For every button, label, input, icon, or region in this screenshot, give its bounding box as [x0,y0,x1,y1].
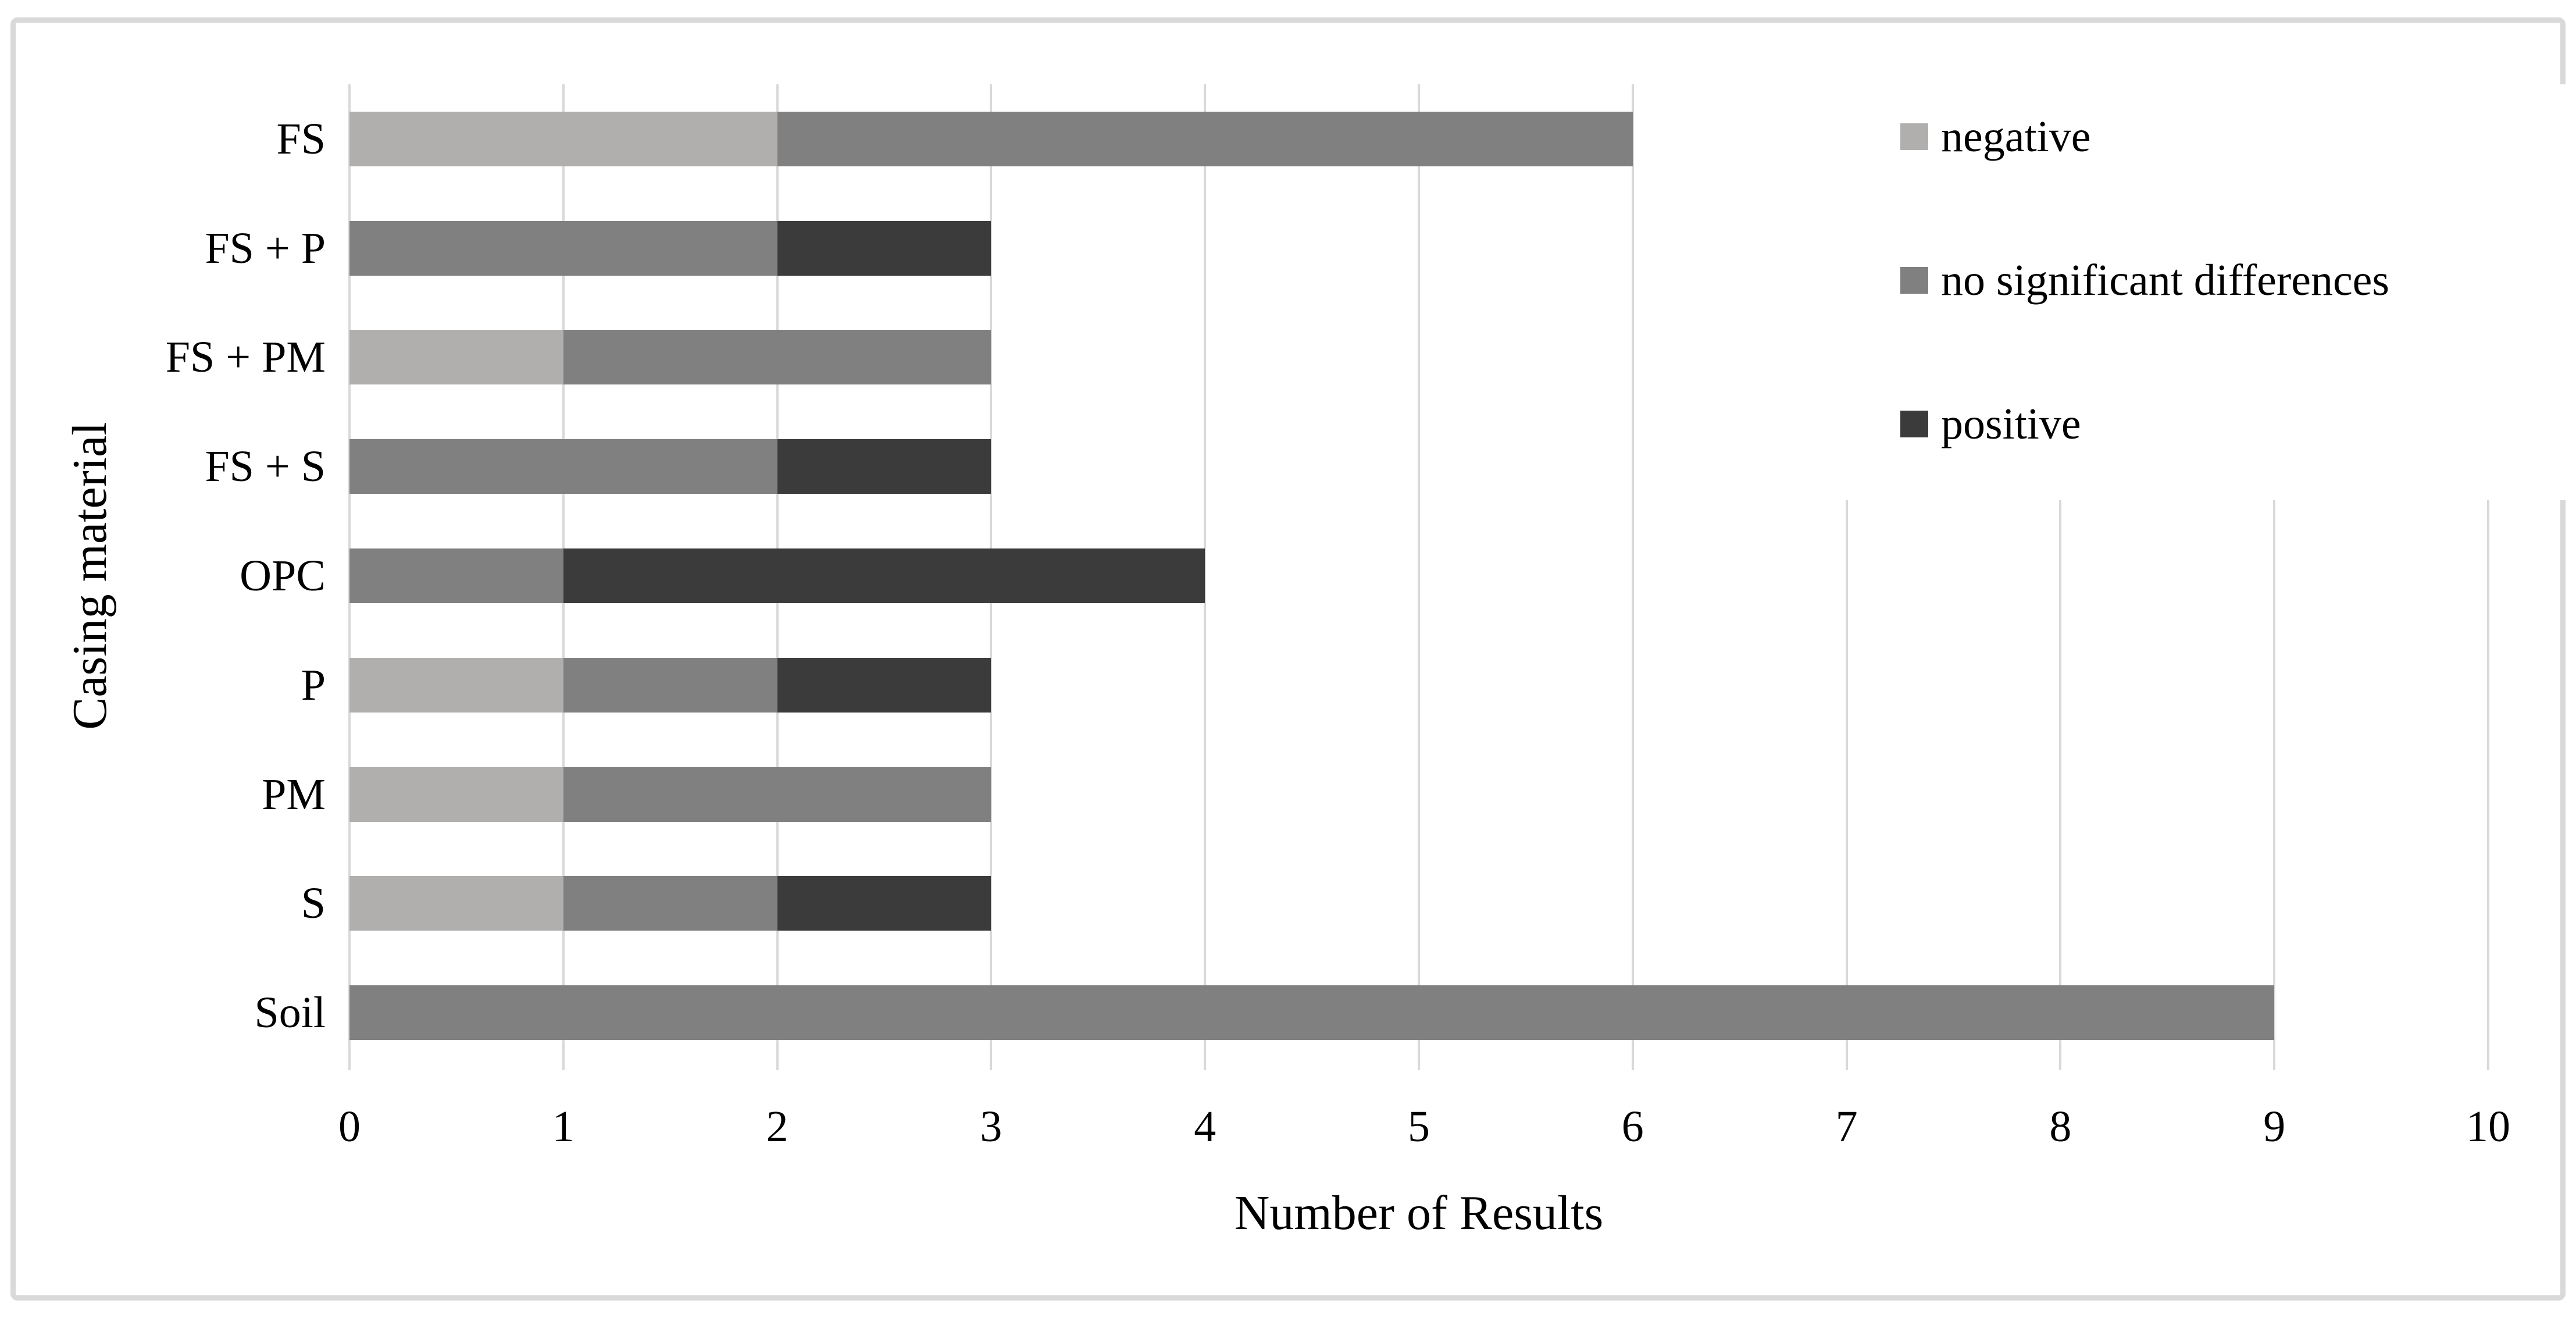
category-label: FS + P [205,223,326,273]
bar-segment-FS+P-no [349,220,777,276]
category-label: FS + S [205,442,326,491]
bar-segment-FS+PM-negative [349,330,563,385]
bar-segment-FS+PM-no [563,330,991,385]
gridline-x-10 [2487,84,2489,1070]
x-tick-label: 0 [338,1102,361,1151]
negative-swatch-icon [1900,123,1928,150]
category-label: FS + PM [165,333,326,382]
bar-segment-FS-no [777,111,1633,166]
bar-segment-S-positive [777,876,991,931]
x-tick-label: 4 [1194,1102,1216,1151]
x-tick-label: 1 [552,1102,575,1151]
gridline-x-7 [1845,84,1848,1070]
figure-border [10,17,2566,1301]
legend: negative no significant differences positi… [1842,84,2569,500]
x-tick-label: 3 [980,1102,1002,1151]
bar-segment-OPC-no [349,548,563,603]
bar-segment-PM-no [563,767,991,822]
x-tick-label: 5 [1408,1102,1430,1151]
bar-segment-P-negative [349,657,563,713]
bar-segment-P-positive [777,657,991,713]
legend-label: no significant differences [1941,256,2389,305]
x-tick-label: 8 [2049,1102,2072,1151]
bar-segment-OPC-positive [563,548,1205,603]
category-label: P [301,660,326,710]
category-label: Soil [254,988,326,1038]
x-axis-title: Number of Results [1234,1186,1604,1240]
bar-segment-PM-negative [349,767,563,822]
bar-segment-FS+S-no [349,439,777,494]
gridline-x-9 [2273,84,2276,1070]
bar-segment-FS-negative [349,111,777,166]
category-label: FS [276,114,326,163]
bar-segment-FS+P-positive [777,220,991,276]
x-tick-label: 6 [1621,1102,1644,1151]
bar-segment-FS+S-positive [777,439,991,494]
bar-segment-P-no [563,657,777,713]
legend-item: no significant differences [1842,248,2569,312]
positive-swatch-icon [1900,411,1928,437]
legend-label: negative [1941,112,2091,161]
x-tick-label: 10 [2466,1102,2510,1151]
bar-segment-S-no [563,876,777,931]
legend-item: positive [1842,392,2569,456]
category-label: OPC [240,551,326,600]
gridline-x-5 [1418,84,1420,1070]
y-axis-title: Casing material [63,422,117,730]
gridline-x-8 [2059,84,2062,1070]
x-tick-label: 7 [1835,1102,1858,1151]
category-label: PM [262,770,326,819]
bar-segment-S-negative [349,876,563,931]
x-tick-label: 2 [766,1102,789,1151]
gridline-x-6 [1631,84,1634,1070]
category-label: S [301,879,326,928]
bar-segment-Soil-no [349,985,2275,1041]
no-swatch-icon [1900,267,1928,294]
gridline-x-4 [1204,84,1207,1070]
x-tick-label: 9 [2263,1102,2286,1151]
legend-item: negative [1842,105,2569,169]
legend-label: positive [1941,400,2081,448]
